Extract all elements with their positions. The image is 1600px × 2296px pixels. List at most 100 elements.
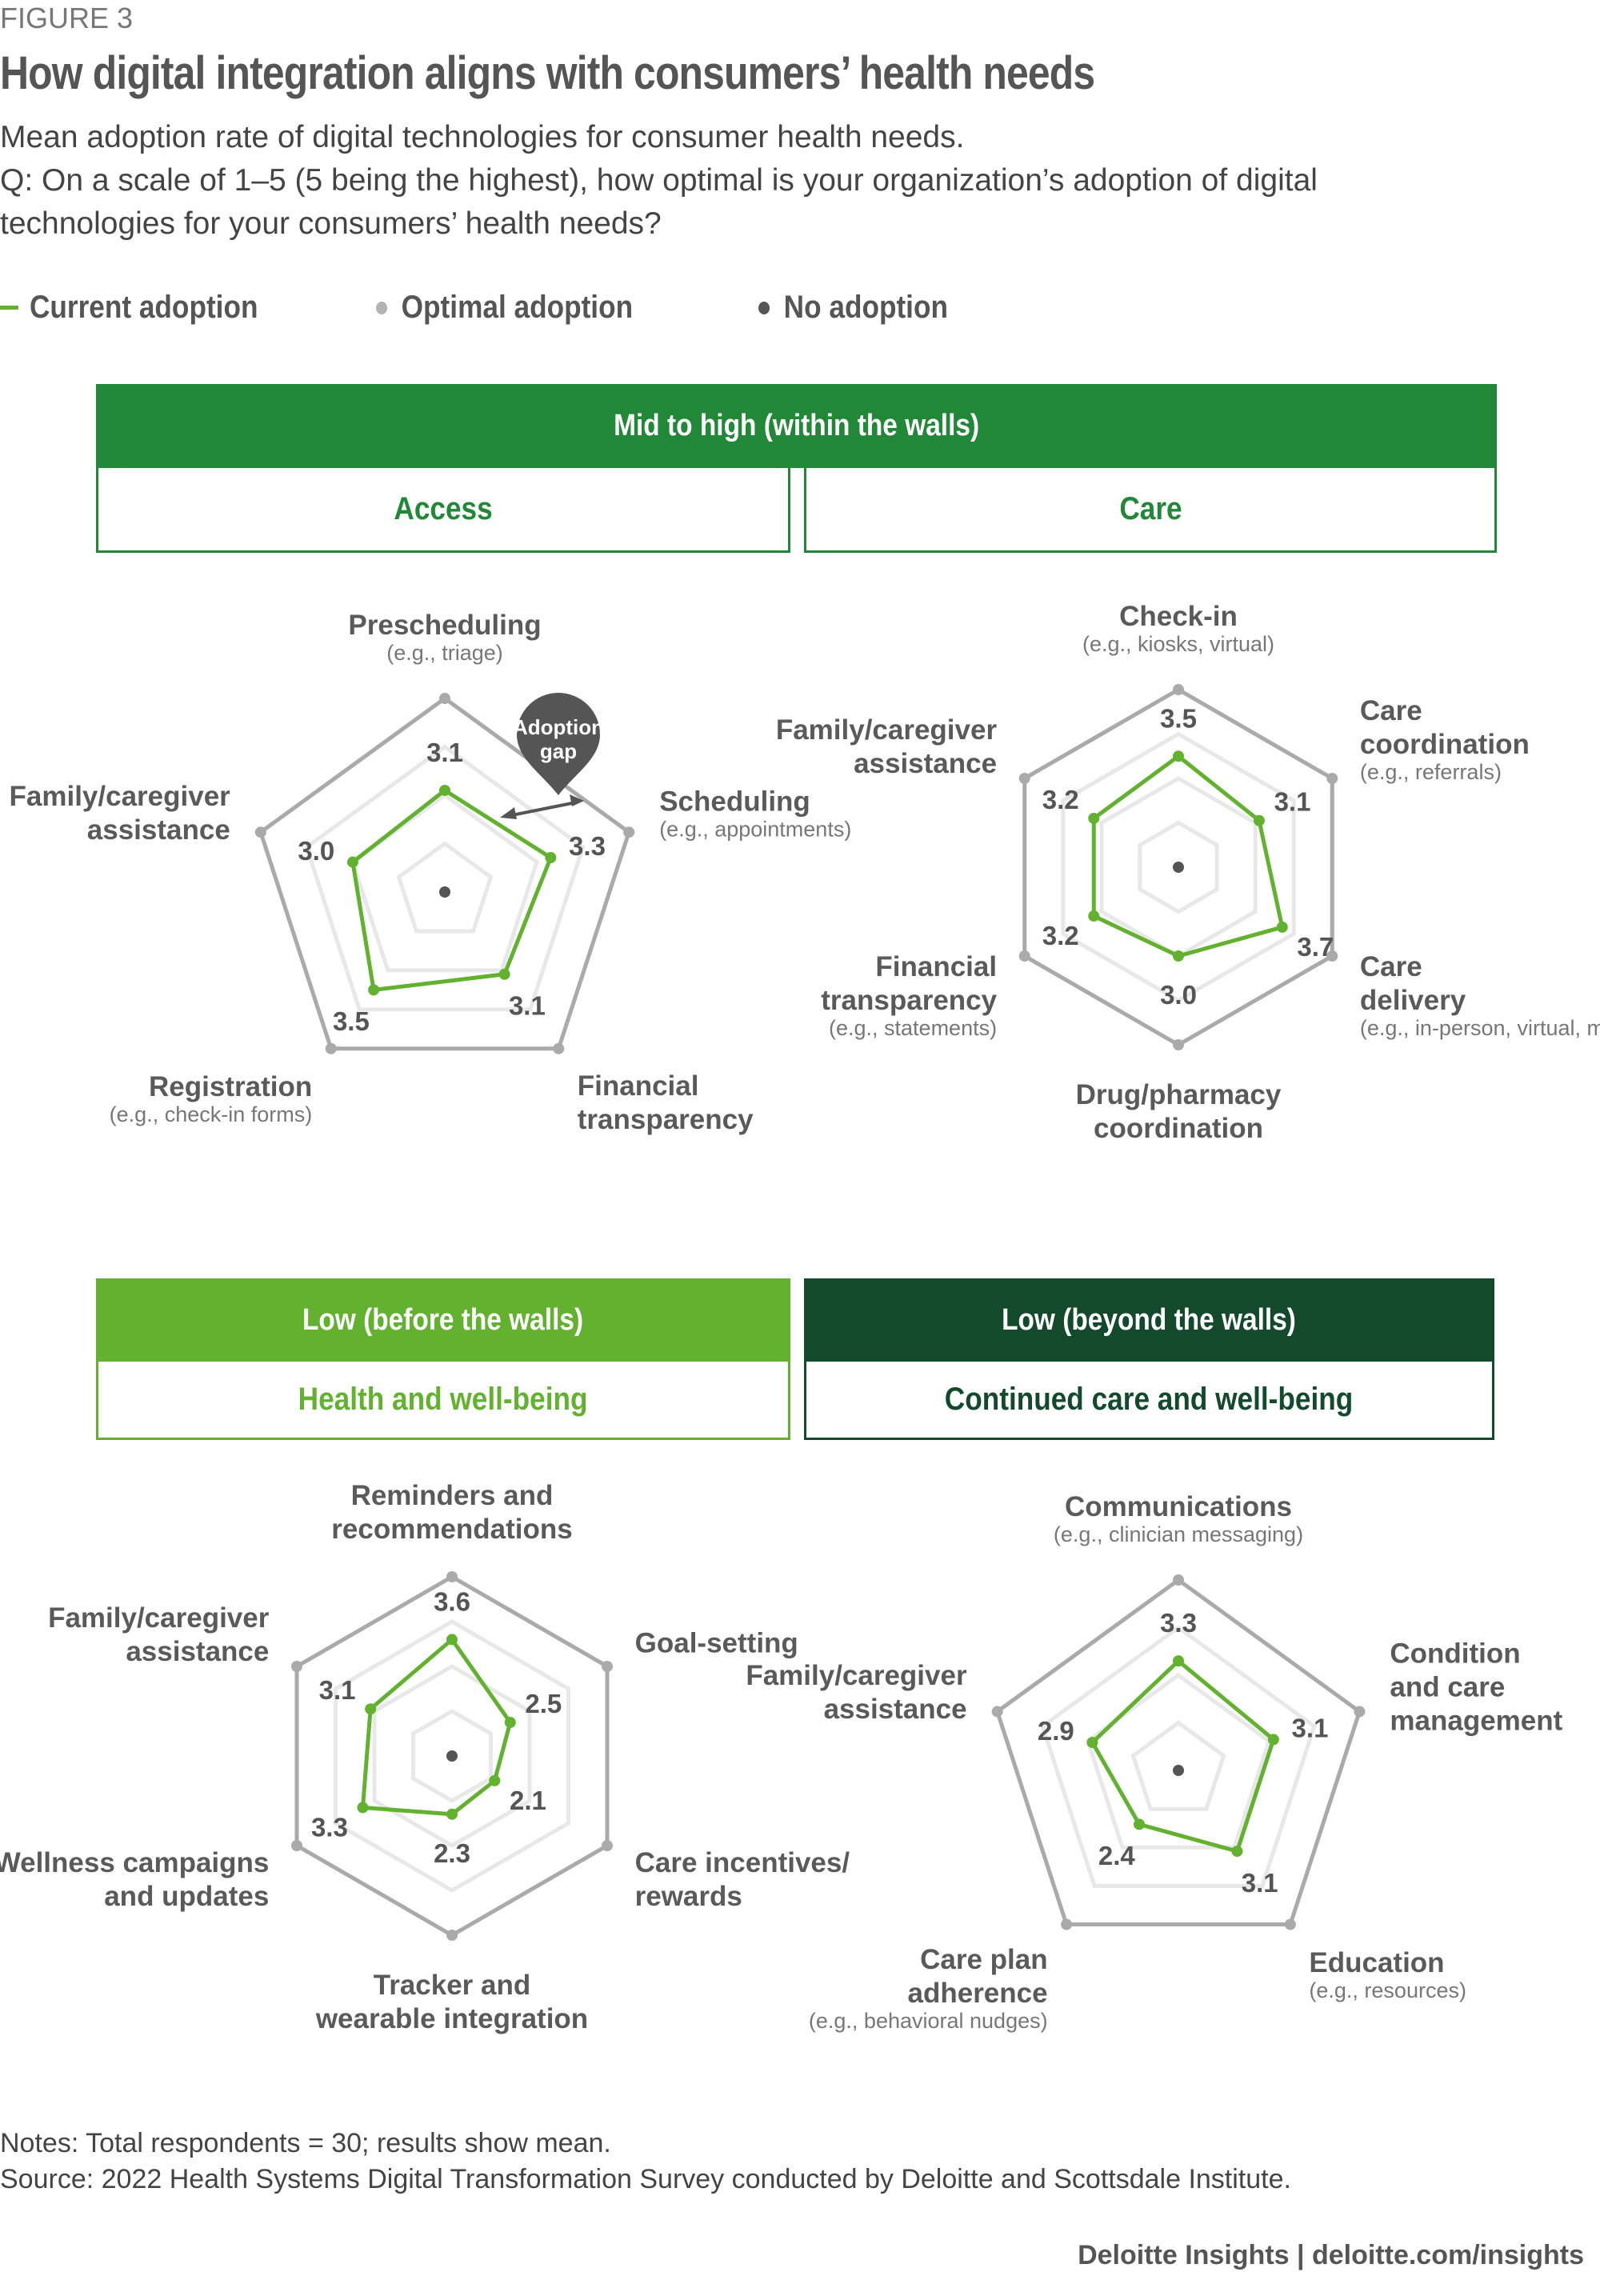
axis-label: Family/caregiver assistance xyxy=(10,781,231,846)
current-point xyxy=(446,1808,458,1820)
axis-label-line: and care xyxy=(1390,1672,1505,1703)
optimal-point xyxy=(1354,1706,1366,1718)
axis-label-line: Care xyxy=(1360,695,1422,726)
axis-label-line: Check-in xyxy=(1119,601,1238,632)
no-adoption-point xyxy=(446,1750,458,1762)
data-label: 3.7 xyxy=(1297,932,1334,962)
axis-label: Goal-setting xyxy=(635,1628,798,1659)
grid-ring xyxy=(1138,820,1219,914)
current-point xyxy=(346,856,358,868)
group-header-low-beyond: Low (beyond the walls) xyxy=(804,1278,1494,1362)
radar-access: 3.1 Prescheduling (e.g., triage) 3.3 Schedul… xyxy=(10,610,852,1135)
grid-ring xyxy=(411,1709,493,1803)
legend-label: No adoption xyxy=(783,290,948,325)
data-label: 3.2 xyxy=(1042,921,1079,950)
axis-label-line: Scheduling xyxy=(659,786,810,817)
optimal-point xyxy=(439,693,450,704)
grid-ring xyxy=(1085,1672,1272,1850)
legend-line-marker xyxy=(0,306,18,310)
current-point xyxy=(357,1802,369,1814)
data-label: 3.1 xyxy=(1292,1714,1329,1743)
radar-continued-care-and-well-being: 3.3 Communications (e.g., clinician messag… xyxy=(746,1491,1562,2033)
figure-label: FIGURE 3 xyxy=(0,2,134,34)
axis-label-line: Goal-setting xyxy=(635,1628,798,1659)
data-label: 3.3 xyxy=(1160,1608,1197,1638)
optimal-point xyxy=(1173,1039,1184,1050)
axis-label: Care incentives/rewards xyxy=(635,1847,850,1912)
optimal-point xyxy=(291,1661,303,1672)
radar-care: 3.5 Check-in (e.g., kiosks, virtual) 3.1 Car… xyxy=(776,601,1600,1144)
optimal-point xyxy=(1326,773,1338,784)
current-point xyxy=(1088,910,1100,922)
axis-label-line: Financial xyxy=(875,951,997,982)
axis-example: (e.g., clinician messaging) xyxy=(1054,1522,1303,1546)
optimal-point xyxy=(446,1930,458,1941)
gap-marker-line: Adoption xyxy=(513,715,604,739)
gap-marker-line: gap xyxy=(540,739,577,763)
current-adoption-series xyxy=(1090,1658,1276,1854)
axis-example: (e.g., in-person, virtual, multimodal) xyxy=(1360,1016,1600,1040)
current-point xyxy=(1173,950,1184,962)
current-point xyxy=(365,1703,377,1715)
optimal-point xyxy=(1018,773,1030,784)
axis-label-line: and updates xyxy=(104,1881,269,1912)
optimal-point xyxy=(1061,1918,1073,1930)
axis-label-line: management xyxy=(1390,1706,1562,1737)
axis-example: (e.g., behavioral nudges) xyxy=(809,2009,1048,2033)
legend-dot-marker xyxy=(376,301,388,314)
axis-label-line: assistance xyxy=(126,1636,269,1667)
optimal-point xyxy=(325,1042,337,1054)
axis-label-line: adherence xyxy=(908,1978,1048,2009)
current-point xyxy=(1134,1818,1146,1830)
optimal-adoption-outline xyxy=(994,1577,1362,1927)
data-label: 3.1 xyxy=(426,738,463,767)
axis-label: Financial transparency (e.g., statements) xyxy=(821,951,997,1040)
no-adoption-point xyxy=(1173,862,1184,873)
axis-label: Family/caregiver assistance xyxy=(776,714,998,779)
axis-label-line: Care incentives/ xyxy=(635,1847,850,1878)
current-point xyxy=(1253,814,1265,826)
axis-label-line: Family/caregiver xyxy=(746,1660,967,1691)
grid-ring xyxy=(1061,731,1296,1003)
optimal-point xyxy=(1284,1918,1296,1930)
axis-label-line: Care plan xyxy=(920,1944,1048,1975)
data-label: 3.1 xyxy=(509,991,546,1021)
axis-example: (e.g., kiosks, virtual) xyxy=(1082,632,1274,656)
data-label: 2.5 xyxy=(525,1689,562,1718)
axis-example: (e.g., appointments) xyxy=(659,817,851,841)
gap-marker-text: Adoption gap xyxy=(513,715,604,763)
no-adoption-point xyxy=(1173,1765,1184,1776)
axis-label: Registration (e.g., check-in forms) xyxy=(110,1071,313,1126)
data-label: 2.9 xyxy=(1038,1716,1074,1746)
optimal-point xyxy=(446,1571,458,1582)
current-point xyxy=(439,784,450,796)
data-label: 3.3 xyxy=(311,1812,348,1842)
current-point xyxy=(498,968,510,980)
data-label: 3.0 xyxy=(1160,980,1197,1010)
optimal-point xyxy=(1173,684,1184,695)
legend-current: Current adoption xyxy=(0,290,258,326)
legend-label: Optimal adoption xyxy=(401,290,634,325)
axis-label-line: Tracker and xyxy=(374,1970,531,2001)
current-point xyxy=(1231,1846,1243,1858)
source: Source: 2022 Health Systems Digital Tran… xyxy=(0,2164,1291,2194)
axis-label: Care coordination (e.g., referrals) xyxy=(1360,695,1530,784)
current-point xyxy=(489,1774,501,1786)
axis-label-line: transparency xyxy=(578,1104,754,1135)
axis-label-line: Reminders and xyxy=(351,1480,554,1511)
axis-label-line: assistance xyxy=(854,748,997,779)
axis-label-line: Communications xyxy=(1065,1491,1292,1522)
axis-label: Condition and care management xyxy=(1390,1638,1562,1737)
axis-example: (e.g., check-in forms) xyxy=(110,1102,313,1126)
axis-label: Wellness campaigns and updates xyxy=(0,1847,269,1912)
optimal-point xyxy=(553,1042,565,1054)
axis-label-line: Financial xyxy=(578,1070,699,1102)
legend-dot-marker xyxy=(758,301,770,314)
data-label: 3.5 xyxy=(333,1006,370,1036)
chart-title: How digital integration aligns with cons… xyxy=(0,47,1095,99)
data-label: 3.2 xyxy=(1042,785,1079,814)
axis-label: Tracker and wearable integration xyxy=(315,1970,588,2034)
optimal-point xyxy=(601,1661,613,1672)
gap-marker-icon xyxy=(517,693,600,795)
